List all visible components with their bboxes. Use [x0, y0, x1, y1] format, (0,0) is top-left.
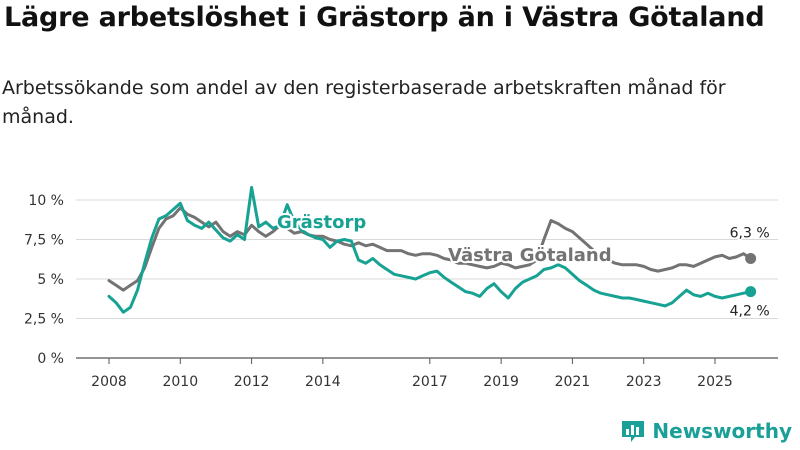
- x-tick-label: 2019: [483, 374, 519, 390]
- x-tick-label: 2021: [555, 374, 591, 390]
- series-label-grastorp: Grästorp: [277, 212, 366, 233]
- chart-subtitle: Arbetssökande som andel av den registerb…: [2, 77, 726, 128]
- series-labels: Västra Götaland 6,3 % Grästorp 4,2 %: [275, 210, 771, 321]
- y-tick-label: 0 %: [37, 351, 64, 367]
- series-lines: [107, 185, 757, 314]
- chart-title: Lägre arbetslöshet i Grästorp än i Västr…: [4, 2, 765, 33]
- x-tick-label: 2014: [305, 374, 341, 390]
- series-end-label-grastorp: 4,2 %: [730, 304, 770, 320]
- y-tick-label: 10 %: [28, 193, 64, 209]
- series-line-grastorp: [107, 185, 753, 314]
- series-end-point-grastorp: [745, 286, 757, 298]
- x-axis-ticks: 2008 2010 2012 2014 2017 2019 2021 2023 2025: [91, 358, 733, 390]
- brand-name: Newsworthy: [652, 419, 792, 443]
- y-tick-label: 7,5 %: [24, 233, 64, 249]
- y-tick-label: 2,5 %: [24, 312, 64, 328]
- x-tick-label: 2017: [412, 374, 448, 390]
- x-tick-label: 2025: [697, 374, 733, 390]
- x-tick-label: 2023: [626, 374, 662, 390]
- x-tick-label: 2008: [91, 374, 127, 390]
- y-tick-label: 5 %: [37, 272, 64, 288]
- bar-chart-logo-icon: [622, 421, 645, 442]
- newsworthy-logo: Newsworthy: [620, 418, 792, 444]
- series-end-label-vastra: 6,3 %: [730, 225, 770, 241]
- y-axis-ticks: 0 % 2,5 % 5 % 7,5 % 10 %: [24, 193, 64, 367]
- x-tick-label: 2010: [162, 374, 198, 390]
- x-tick-label: 2012: [234, 374, 270, 390]
- series-line-vastra: [107, 206, 753, 292]
- series-label-vastra: Västra Götaland: [448, 245, 612, 266]
- series-end-point-vastra: [745, 252, 757, 264]
- y-gridlines: [76, 199, 778, 359]
